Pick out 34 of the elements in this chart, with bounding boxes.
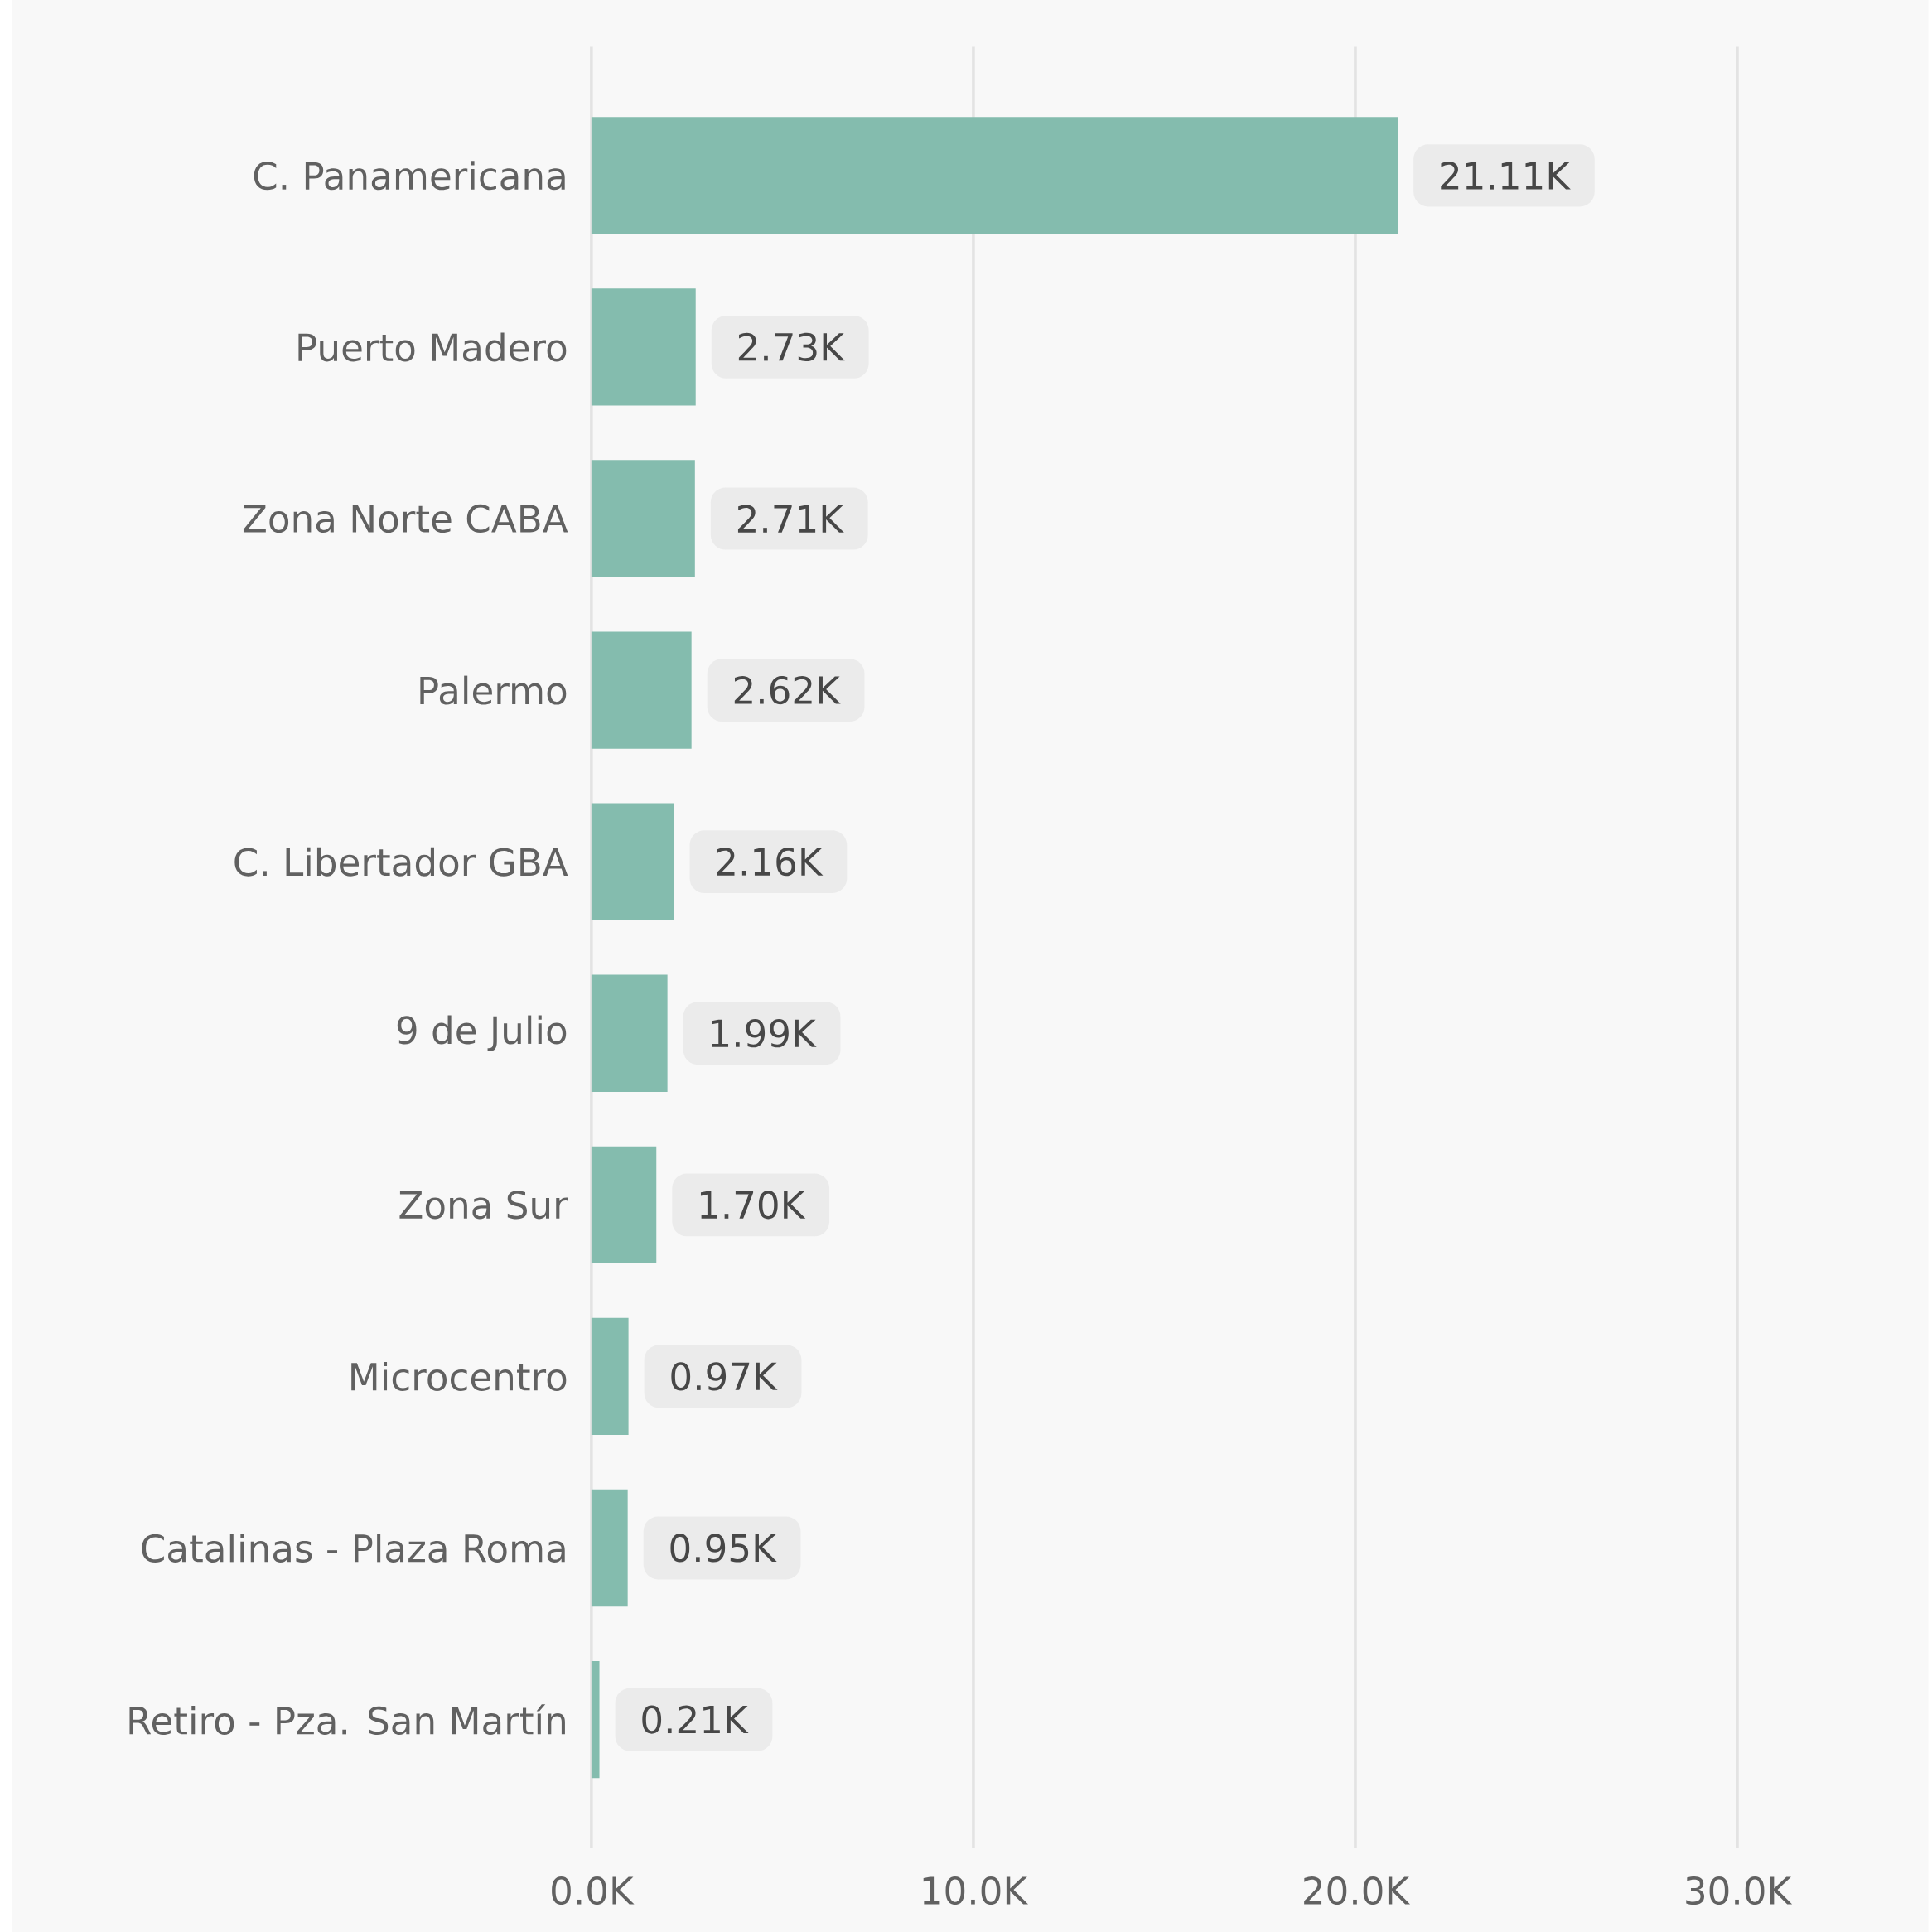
y-tick-label: C. Panamericana (254, 161, 565, 191)
y-tick-label: Puerto Madero (298, 332, 567, 362)
y-tick-label: 9 de Julio (397, 1015, 567, 1051)
bar (591, 1489, 628, 1607)
data-label: 21.11K (1441, 162, 1571, 190)
bar (591, 631, 692, 749)
data-label: 0.21K (642, 1705, 749, 1734)
data-label: 1.70K (700, 1191, 806, 1220)
bar (591, 1317, 629, 1436)
bar (591, 117, 1398, 234)
bar (591, 288, 696, 406)
y-tick-label: Zona Norte CABA (243, 504, 568, 534)
x-tick-label: 10.0K (923, 1876, 1028, 1905)
x-tick-label: 0.0K (552, 1876, 635, 1905)
y-tick-label: Zona Sur (399, 1191, 568, 1220)
data-label: 0.97K (671, 1362, 778, 1391)
bar (591, 1146, 657, 1263)
x-tick-label: 30.0K (1686, 1876, 1793, 1905)
data-label: 2.73K (738, 332, 845, 362)
data-label: 2.62K (734, 675, 841, 705)
bar (591, 803, 674, 920)
y-tick-label: Retiro - Pza. San Martín (129, 1704, 565, 1735)
bar (591, 460, 695, 577)
y-tick-label: Palermo (420, 675, 567, 705)
y-tick-label: C. Libertador GBA (234, 847, 568, 877)
y-tick-label: Microcentro (351, 1361, 567, 1391)
data-label: 1.99K (712, 1019, 817, 1048)
bar (591, 1660, 600, 1779)
data-label: 2.71K (737, 505, 844, 533)
y-tick-label: Catalinas - Plaza Roma (142, 1534, 565, 1563)
data-label: 2.16K (717, 848, 824, 877)
bar (591, 974, 668, 1092)
data-label: 0.95K (670, 1534, 777, 1563)
x-tick-label: 20.0K (1304, 1876, 1411, 1905)
